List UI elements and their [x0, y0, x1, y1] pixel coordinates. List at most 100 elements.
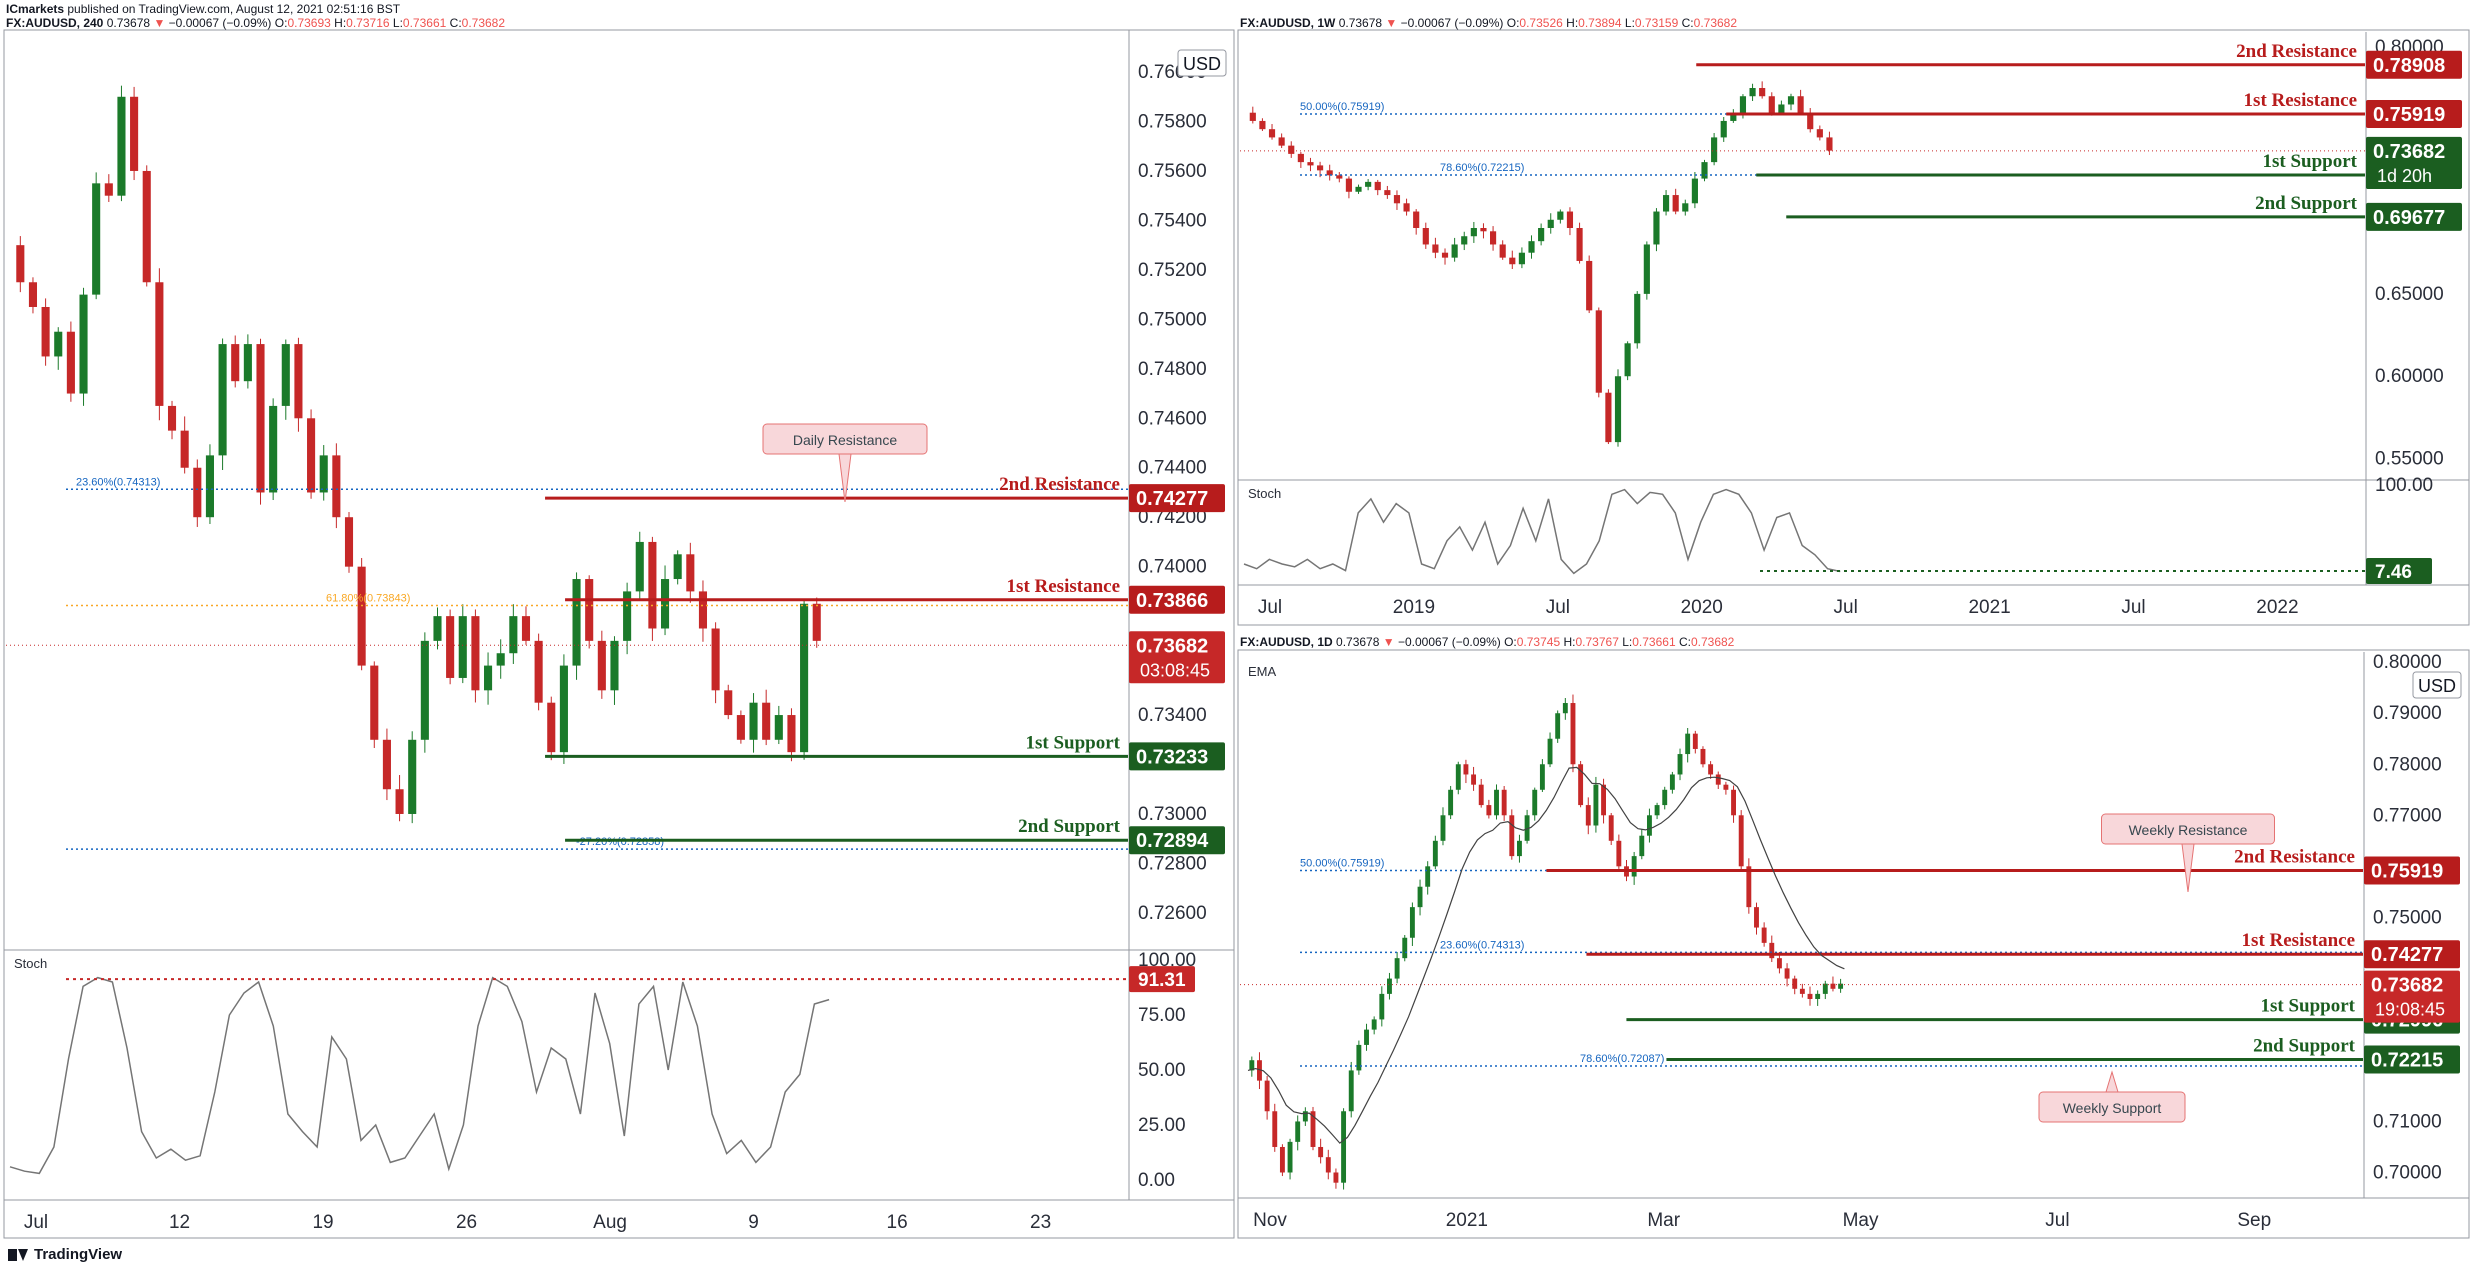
callout-pointer	[2105, 1070, 2119, 1093]
candle-body	[509, 616, 518, 654]
fib-label: 78.60%(0.72087)	[1580, 1053, 1664, 1065]
candle-body	[1333, 1172, 1339, 1183]
candle-body	[1738, 815, 1744, 867]
candle-body	[420, 640, 429, 740]
candle-body	[1307, 162, 1314, 166]
candle-body	[1792, 978, 1798, 989]
candle-body	[1662, 195, 1670, 212]
candle-body	[1403, 203, 1410, 212]
candle-body	[1682, 203, 1689, 212]
bar-countdown: 19:08:45	[2375, 1000, 2445, 1020]
publish-text: published on TradingView.com, August 12,…	[67, 2, 401, 16]
x-tick-label: Jul	[24, 1212, 48, 1233]
candle-body	[1317, 165, 1324, 171]
candle-body	[1578, 764, 1584, 806]
current-price-tag	[2364, 970, 2460, 1023]
candle-body	[269, 405, 278, 493]
level-price-label: 0.74277	[1136, 488, 1208, 510]
level-name: 2nd Support	[2255, 193, 2358, 214]
candle-body	[66, 331, 75, 394]
candle-body	[597, 640, 606, 691]
candle-body	[1672, 195, 1679, 212]
candle-body	[1711, 137, 1718, 163]
down-arrow-icon: ▼	[1382, 635, 1395, 649]
indicator-label: EMA	[1248, 664, 1277, 679]
candle-body	[698, 591, 708, 629]
x-tick-label: 23	[1030, 1212, 1051, 1233]
currency-label: USD	[2418, 676, 2456, 696]
close-label: C:	[1681, 16, 1694, 30]
candle-body	[1422, 228, 1429, 245]
candle-body	[231, 344, 240, 382]
tradingview-footer: TradingView	[8, 1246, 122, 1263]
callout-pointer	[2181, 843, 2195, 893]
level-price-label: 0.74277	[2371, 944, 2443, 966]
candle-body	[281, 344, 290, 406]
candle-body	[1677, 754, 1683, 775]
candle-body	[1501, 789, 1507, 816]
candle-body	[1417, 886, 1423, 908]
level-price-tag	[2366, 50, 2462, 79]
candle-body	[1486, 805, 1492, 816]
candle-body	[1826, 137, 1833, 151]
candle-body	[218, 344, 227, 456]
low-label: L:	[392, 16, 403, 30]
candle-body	[1272, 1111, 1278, 1147]
y-tick-label: 0.75800	[1138, 112, 1207, 133]
x-tick-label: 9	[748, 1212, 759, 1233]
candle-body	[382, 739, 391, 790]
fib-label: 78.60%(0.72215)	[1440, 162, 1524, 174]
candle-body	[370, 665, 379, 740]
level-price-tag	[1129, 585, 1225, 614]
down-arrow-icon: ▼	[1385, 16, 1398, 30]
candle-body	[1249, 1060, 1255, 1071]
x-tick-label: Nov	[1253, 1210, 1287, 1231]
level-price-label: 0.73866	[1136, 590, 1208, 612]
level-price-label: 0.78908	[2373, 55, 2445, 77]
candle-body	[92, 183, 101, 295]
candle-body	[1295, 1121, 1301, 1142]
x-tick-label: 12	[169, 1212, 190, 1233]
candle-body	[1830, 983, 1836, 989]
candle-body	[1593, 784, 1599, 826]
candle-body	[1700, 748, 1706, 765]
level-price-label: 0.75919	[2373, 104, 2445, 126]
open-label: O:	[1506, 16, 1520, 30]
candle-body	[1616, 840, 1622, 867]
fib-label: 23.60%(0.74313)	[76, 476, 160, 488]
candle-body	[610, 640, 619, 691]
x-tick-label: May	[1843, 1210, 1879, 1231]
close-value: 0.73682	[1690, 635, 1735, 649]
candle-body	[1601, 784, 1607, 816]
candle-body	[1345, 178, 1352, 192]
candle-body	[117, 96, 126, 196]
candle-body	[1355, 186, 1362, 192]
last-price: 0.73678	[1338, 16, 1383, 30]
candle-body	[1356, 1044, 1362, 1071]
level-price-label: 0.73233	[1136, 746, 1208, 768]
candle-body	[1371, 1019, 1377, 1030]
open-value: 0.73526	[1519, 16, 1563, 30]
price-change: −0.00067 (−0.09%)	[1400, 16, 1504, 30]
close-value: 0.73682	[461, 16, 506, 30]
panel-daily: 0.80000 0.79000 0.78000 0.77000 0.75000 0.710…	[1238, 652, 2469, 1231]
candle-body	[54, 331, 63, 357]
candle-body	[28, 282, 38, 307]
candle-body	[1715, 774, 1721, 785]
candle-body	[1708, 764, 1714, 775]
candle-body	[256, 344, 265, 493]
stoch-tick-label: 50.00	[1138, 1060, 1186, 1081]
low-value: 0.73159	[1634, 16, 1679, 30]
symbol-name: FX:AUDUSD, 240	[6, 16, 104, 30]
candle-body	[800, 603, 809, 753]
candle-body	[408, 739, 417, 814]
candle-body	[243, 344, 252, 382]
candle-body	[1455, 764, 1461, 790]
ema-line	[1247, 766, 1845, 1144]
candle-body	[1268, 129, 1276, 138]
level-name: 2nd Resistance	[2234, 846, 2355, 867]
level-price-tag	[1129, 826, 1225, 855]
y-tick-label: 0.71000	[2373, 1111, 2442, 1132]
y-tick-label: 0.80000	[2373, 652, 2442, 673]
